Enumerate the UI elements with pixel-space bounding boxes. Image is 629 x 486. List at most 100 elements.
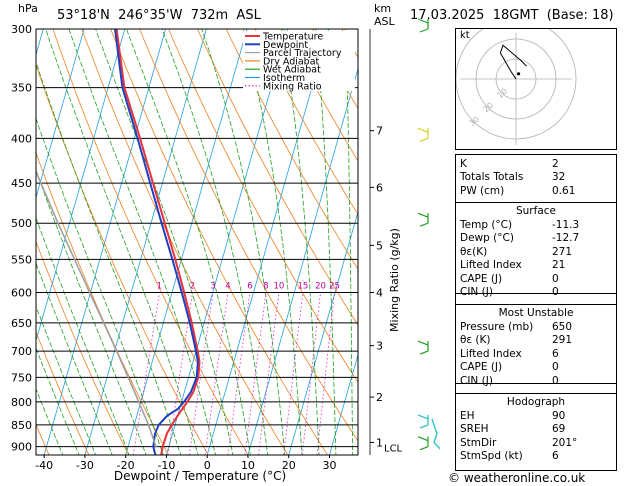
- mixing-ratio-line: [204, 292, 229, 455]
- isotherm-line: [206, 29, 329, 455]
- hodograph-trace: [499, 44, 527, 80]
- km-tick-label: 1: [376, 436, 383, 449]
- isotherm-line: [84, 29, 207, 455]
- surface-label: Temp (°C): [460, 219, 513, 231]
- mixing-ratio-label: 10: [273, 282, 284, 292]
- hodograph-stat-value: 69: [552, 423, 566, 436]
- surface-label: CIN (J): [460, 286, 493, 298]
- wind-barb: [417, 414, 429, 429]
- hodograph-stat-label: EH: [460, 410, 475, 422]
- mixing-ratio-line: [283, 292, 304, 455]
- wet-adiabat-line: [36, 216, 130, 455]
- dry-adiabat-line: [197, 29, 358, 326]
- dry-adiabat-line: [110, 29, 328, 455]
- index-label: PW (cm): [460, 184, 505, 197]
- wind-barb: [417, 18, 429, 33]
- temp-tick-label: 0: [204, 459, 211, 472]
- parcel-trajectory-profile: [36, 169, 158, 448]
- pressure-tick-label: 400: [11, 132, 32, 145]
- most-unstable-title: Most Unstable: [498, 307, 574, 319]
- hodograph-ring-label: 10: [496, 87, 510, 100]
- surface-row: Dewp (°C) -12.7: [460, 232, 612, 245]
- surface-label: Dewp (°C): [460, 232, 514, 245]
- indices-panel: K 2 Totals Totals 32 PW (cm) 0.61 Surface Tem…: [455, 154, 617, 471]
- dry-adiabat-line: [283, 29, 358, 162]
- temp-tick-label: -10: [157, 459, 175, 472]
- hodograph-panel: kt 10 20 30: [455, 28, 617, 150]
- hodograph-stat-row: StmDir 201°: [460, 437, 612, 450]
- most-unstable-value: 650: [552, 321, 573, 333]
- mixing-ratio-line: [244, 292, 267, 455]
- surface-row: CIN (J) 0: [460, 286, 612, 299]
- isotherm-line: [166, 29, 289, 455]
- pressure-tick-label: 650: [11, 317, 32, 330]
- pressure-tick-label: 800: [11, 396, 32, 409]
- index-row: PW (cm) 0.61: [460, 185, 612, 198]
- surface-box: Surface Temp (°C) -11.3 Dewp (°C) -12.7 θε(K…: [455, 202, 617, 298]
- surface-title: Surface: [515, 205, 556, 217]
- datetime-title: 17.03.2025 18GMT (Base: 18): [410, 8, 614, 23]
- surface-value: 0: [552, 286, 559, 298]
- most-unstable-label: θε (K): [460, 334, 491, 347]
- surface-row: Lifted Index 21: [460, 259, 612, 272]
- pressure-tick-label: 850: [11, 419, 32, 432]
- km-tick-label: 5: [376, 239, 383, 252]
- low-level-wind-trace: [431, 418, 441, 450]
- plot-frame: [35, 28, 359, 456]
- most-unstable-row: CIN (J) 0: [460, 375, 612, 388]
- wet-adiabat-line: [36, 60, 182, 455]
- mixing-ratio-label: 1: [157, 282, 162, 292]
- surface-row: θε(K) 271: [460, 246, 612, 259]
- wet-adiabat-line: [36, 387, 64, 455]
- most-unstable-value: 291: [552, 334, 573, 347]
- temp-tick-label: 30: [322, 459, 336, 472]
- hodograph-stat-row: EH 90: [460, 410, 612, 423]
- temp-tick-label: -20: [117, 459, 135, 472]
- isotherm-line: [329, 353, 358, 455]
- most-unstable-row: Pressure (mb) 650: [460, 321, 612, 334]
- surface-value: -11.3: [552, 219, 580, 231]
- asl-label: ASL: [374, 15, 395, 28]
- most-unstable-label: CIN (J): [460, 374, 493, 387]
- temp-tick-label: -40: [35, 459, 53, 472]
- isotherm-line: [0, 29, 3, 455]
- mixing-ratio-label: 4: [225, 282, 230, 292]
- legend-label: Isotherm: [263, 73, 305, 84]
- index-value: 32: [552, 171, 566, 184]
- surface-row: CAPE (J) 0: [460, 273, 612, 286]
- mixing-ratio-label: 2: [190, 282, 195, 292]
- temp-tick-label: 20: [282, 459, 296, 472]
- mixing-ratio-line: [316, 292, 335, 455]
- most-unstable-value: 0: [552, 361, 559, 374]
- mixing-ratio-label: 3: [210, 282, 215, 292]
- pressure-tick-label: 300: [11, 23, 32, 36]
- wind-barb: [417, 212, 429, 227]
- km-label: km: [374, 2, 392, 15]
- hodograph-table-title: Hodograph: [506, 396, 566, 408]
- pressure-tick-label: 600: [11, 287, 32, 300]
- surface-value: 21: [552, 259, 566, 272]
- legend-label: Temperature: [262, 32, 323, 43]
- mixing-ratio-line: [188, 292, 214, 455]
- location-title: 53°18'N 246°35'W 732m ASL: [57, 8, 261, 23]
- hpa-label: hPa: [18, 2, 38, 15]
- copyright-text: © weatheronline.co.uk: [448, 471, 586, 485]
- km-tick-label: 2: [376, 391, 383, 404]
- hodograph-stat-row: StmSpd (kt) 6: [460, 450, 612, 463]
- wind-barb: [417, 436, 429, 451]
- mixing-ratio-label: 15: [297, 282, 308, 292]
- most-unstable-value: 6: [552, 347, 559, 360]
- hodograph-stat-value: 201°: [552, 436, 578, 449]
- legend-label: Dry Adiabat: [263, 56, 320, 67]
- mixing-ratio-label: 8: [263, 282, 268, 292]
- isotherm-line: [288, 210, 358, 455]
- isotherm-line: [36, 29, 126, 342]
- surface-label: Lifted Index: [460, 259, 522, 272]
- wet-adiabat-line: [45, 29, 199, 455]
- most-unstable-label: Pressure (mb): [460, 321, 534, 333]
- pressure-tick-label: 900: [11, 441, 32, 454]
- isotherm-line: [43, 29, 166, 455]
